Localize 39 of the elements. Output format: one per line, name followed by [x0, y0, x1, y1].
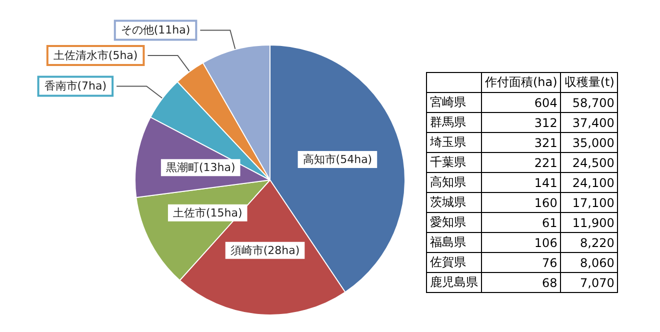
category-label: 千葉県 — [426, 152, 482, 172]
data-label: 35,000 — [560, 132, 618, 152]
category-label: 鹿児島県 — [426, 272, 482, 292]
slice-label: その他(11ha) — [120, 24, 190, 37]
data-label: 24,500 — [560, 152, 618, 172]
data-label: 61 — [482, 212, 561, 232]
category-label: 福島県 — [426, 232, 482, 252]
data-label: 68 — [482, 272, 561, 292]
category-label: 愛知県 — [426, 212, 482, 232]
slice-label: 黒潮町(13ha) — [166, 161, 236, 174]
data-label: 8,220 — [560, 232, 618, 252]
data-label: 24,100 — [560, 172, 618, 192]
data-label: 321 — [482, 132, 561, 152]
category-label: 高知県 — [426, 172, 482, 192]
category-label: 群馬県 — [426, 112, 482, 132]
legend-label: 作付面積(ha) — [482, 72, 561, 92]
data-label: 17,100 — [560, 192, 618, 212]
data-label: 58,700 — [560, 92, 618, 112]
slice-label: 香南市(7ha) — [44, 80, 107, 93]
data-label: 221 — [482, 152, 561, 172]
data-label: 11,900 — [560, 212, 618, 232]
data-label: 160 — [482, 192, 561, 212]
category-label: 埼玉県 — [426, 132, 482, 152]
slice-label: 土佐清水市(5ha) — [53, 48, 138, 62]
slice-label: 土佐市(15ha) — [172, 206, 242, 220]
data-label: 604 — [482, 92, 561, 112]
data-label: 312 — [482, 112, 561, 132]
category-label: 宮崎県 — [426, 92, 482, 112]
data-label: 7,070 — [560, 272, 618, 292]
slice-label: 須崎市(28ha) — [230, 244, 300, 257]
category-label: 佐賀県 — [426, 252, 482, 272]
slice-label: 高知市(54ha) — [302, 152, 372, 166]
category-label: 茨城県 — [426, 192, 482, 212]
data-label: 141 — [482, 172, 561, 192]
data-label: 8,060 — [560, 252, 618, 272]
text: 収穫量(t) — [560, 72, 618, 92]
data-label: 37,400 — [560, 112, 618, 132]
data-label: 76 — [482, 252, 561, 272]
data-label: 106 — [482, 232, 561, 252]
